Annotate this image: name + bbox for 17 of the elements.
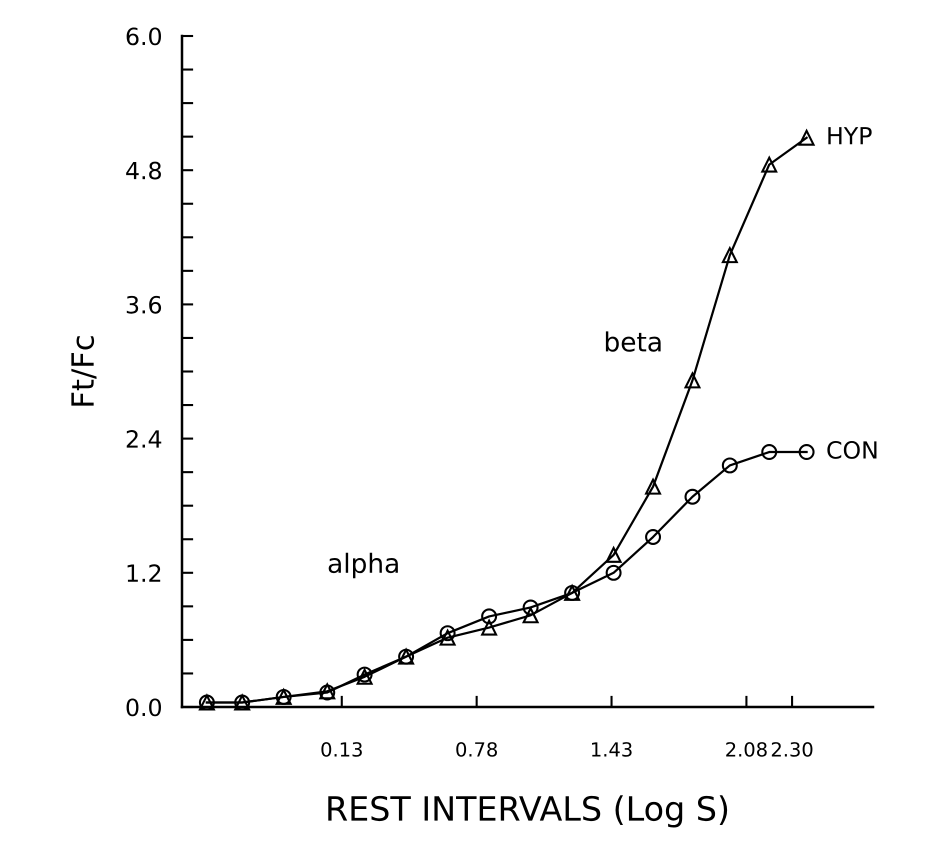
x-tick-label: 2.30 bbox=[772, 742, 812, 757]
x-axis-title: REST INTERVALS (Log S) bbox=[328, 795, 728, 828]
series-label: HYP bbox=[828, 127, 872, 144]
annotation: alpha bbox=[328, 552, 398, 578]
x-tick-label: 2.08 bbox=[726, 742, 767, 757]
y-tick-label: 3.6 bbox=[126, 296, 162, 314]
y-tick-label: 4.8 bbox=[126, 162, 161, 180]
annotation: beta bbox=[606, 331, 661, 352]
x-tick-label: 1.43 bbox=[592, 742, 632, 757]
y-tick-label: 2.4 bbox=[126, 430, 162, 448]
x-tick-label: 0.78 bbox=[456, 742, 497, 757]
y-tick-label: 1.2 bbox=[128, 564, 160, 582]
x-tick-label: 0.13 bbox=[321, 742, 362, 757]
y-tick-label: 0.0 bbox=[126, 698, 161, 716]
series-label: CON bbox=[827, 441, 876, 459]
y-tick-label: 6.0 bbox=[126, 27, 161, 46]
y-axis-title: Ft/Fc bbox=[71, 336, 96, 406]
